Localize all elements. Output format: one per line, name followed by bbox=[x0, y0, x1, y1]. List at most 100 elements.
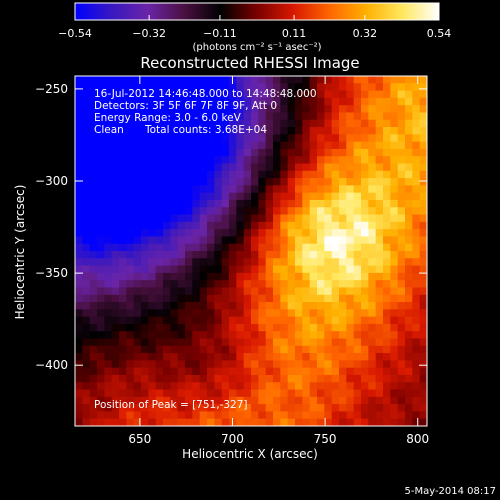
heatmap-cell bbox=[390, 112, 399, 121]
heatmap-cell bbox=[317, 243, 325, 252]
heatmap-cell bbox=[273, 302, 281, 310]
heatmap-cell bbox=[82, 170, 91, 179]
heatmap-cell bbox=[302, 112, 311, 121]
heatmap-cell bbox=[177, 243, 186, 252]
heatmap-cell bbox=[353, 134, 362, 143]
heatmap-cell bbox=[339, 119, 347, 128]
heatmap-cell bbox=[280, 309, 289, 318]
heatmap-cell bbox=[199, 112, 208, 121]
heatmap-cell bbox=[339, 170, 347, 179]
heatmap-cell bbox=[353, 243, 362, 252]
heatmap-cell bbox=[383, 221, 391, 230]
heatmap-cell bbox=[397, 302, 406, 310]
heatmap-cell bbox=[199, 353, 208, 361]
heatmap-cell bbox=[141, 76, 149, 84]
heatmap-cell bbox=[141, 178, 149, 186]
heatmap-cell bbox=[361, 367, 369, 376]
heatmap-cell bbox=[185, 134, 193, 143]
heatmap-cell bbox=[273, 404, 281, 413]
heatmap-cell bbox=[148, 338, 157, 347]
heatmap-cell bbox=[148, 76, 157, 84]
heatmap-cell bbox=[331, 294, 340, 303]
heatmap-cell bbox=[229, 207, 237, 216]
heatmap-cell bbox=[214, 360, 223, 369]
heatmap-cell bbox=[229, 258, 237, 267]
heatmap-cell bbox=[265, 360, 274, 369]
heatmap-cell bbox=[331, 316, 340, 325]
heatmap-cell bbox=[207, 199, 215, 208]
heatmap-cell bbox=[236, 265, 245, 274]
heatmap-cell bbox=[361, 119, 369, 128]
heatmap-cell bbox=[243, 178, 252, 186]
heatmap-cell bbox=[126, 119, 135, 128]
heatmap-cell bbox=[368, 148, 377, 157]
heatmap-cell bbox=[309, 374, 318, 383]
heatmap-cell bbox=[405, 83, 413, 92]
heatmap-cell bbox=[309, 360, 318, 369]
heatmap-cell bbox=[397, 353, 406, 361]
heatmap-cell bbox=[331, 236, 340, 245]
heatmap-cell bbox=[229, 83, 237, 92]
heatmap-cell bbox=[243, 353, 252, 361]
heatmap-cell bbox=[419, 134, 427, 143]
heatmap-cell bbox=[397, 156, 406, 165]
heatmap-cell bbox=[148, 353, 157, 361]
heatmap-cell bbox=[317, 331, 325, 340]
heatmap-cell bbox=[339, 294, 347, 303]
heatmap-cell bbox=[214, 207, 223, 216]
heatmap-cell bbox=[405, 258, 413, 267]
energy-range-annotation: Energy Range: 3.0 - 6.0 keV bbox=[94, 112, 242, 124]
heatmap-cell bbox=[273, 382, 281, 391]
heatmap-cell bbox=[75, 163, 83, 172]
heatmap-cell bbox=[126, 83, 135, 92]
heatmap-cell bbox=[104, 105, 113, 114]
heatmap-cell bbox=[82, 287, 91, 296]
heatmap-cell bbox=[412, 360, 421, 369]
heatmap-cell bbox=[339, 251, 347, 259]
heatmap-cell bbox=[302, 360, 311, 369]
heatmap-cell bbox=[273, 353, 281, 361]
heatmap-cell bbox=[412, 389, 421, 398]
heatmap-cell bbox=[302, 170, 311, 179]
heatmap-cell bbox=[390, 258, 399, 267]
heatmap-cell bbox=[405, 221, 413, 230]
heatmap-cell bbox=[397, 396, 406, 405]
heatmap-cell bbox=[97, 302, 105, 310]
heatmap-cell bbox=[163, 367, 171, 376]
heatmap-cell bbox=[280, 411, 289, 420]
heatmap-cell bbox=[265, 258, 274, 267]
colorbar-tick-label: −0.54 bbox=[58, 27, 92, 40]
heatmap-cell bbox=[185, 178, 193, 186]
heatmap-cell bbox=[214, 294, 223, 303]
heatmap-cell bbox=[82, 90, 91, 99]
heatmap-cell bbox=[207, 309, 215, 318]
heatmap-cell bbox=[170, 221, 179, 230]
heatmap-cell bbox=[207, 207, 215, 216]
heatmap-cell bbox=[375, 265, 384, 274]
heatmap-cell bbox=[273, 214, 281, 223]
heatmap-cell bbox=[104, 353, 113, 361]
heatmap-cell bbox=[280, 214, 289, 223]
heatmap-cell bbox=[126, 199, 135, 208]
heatmap-cell bbox=[199, 90, 208, 99]
heatmap-cell bbox=[280, 258, 289, 267]
heatmap-cell bbox=[177, 280, 186, 289]
heatmap-cell bbox=[236, 141, 245, 150]
heatmap-cell bbox=[317, 382, 325, 391]
heatmap-cell bbox=[89, 302, 98, 310]
heatmap-cell bbox=[229, 156, 237, 165]
heatmap-cell bbox=[148, 192, 157, 201]
heatmap-cell bbox=[214, 97, 223, 106]
heatmap-cell bbox=[258, 90, 267, 99]
heatmap-cell bbox=[214, 302, 223, 310]
heatmap-cell bbox=[258, 272, 267, 281]
heatmap-cell bbox=[75, 345, 83, 354]
heatmap-cell bbox=[251, 192, 259, 201]
heatmap-cell bbox=[383, 374, 391, 383]
heatmap-cell bbox=[390, 353, 399, 361]
heatmap-cell bbox=[82, 338, 91, 347]
heatmap-cell bbox=[295, 178, 303, 186]
heatmap-cell bbox=[405, 243, 413, 252]
heatmap-cell bbox=[353, 251, 362, 259]
heatmap-cell bbox=[177, 76, 186, 84]
